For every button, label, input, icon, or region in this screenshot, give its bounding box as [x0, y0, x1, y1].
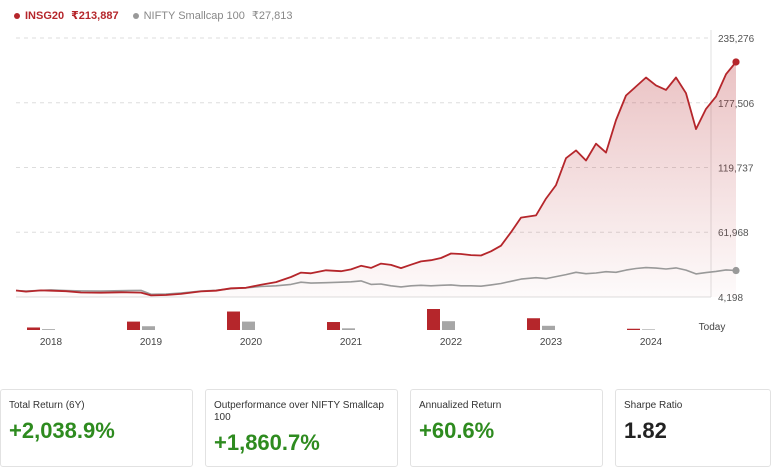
insg20-line: [15, 61, 737, 297]
annual-bar-nifty: [142, 326, 155, 330]
stat-label: Annualized Return: [419, 400, 502, 411]
annual-bar-nifty: [542, 325, 555, 330]
stat-label: Total Return (6Y): [9, 400, 85, 411]
x-tick-label: 2021: [340, 337, 363, 345]
legend-name-insg20: INSG20: [25, 9, 65, 22]
stat-outperformance: Outperformance over NIFTY Smallcap 100 +…: [205, 389, 398, 467]
annual-bar-insg20: [427, 309, 440, 330]
stat-value: +60.6%: [419, 418, 495, 443]
annual-bar-insg20: [327, 322, 340, 330]
legend-value-nifty: ₹27,813: [251, 10, 293, 22]
stat-total-return: Total Return (6Y) +2,038.9%: [0, 389, 193, 467]
x-tick-label: 2019: [140, 337, 163, 345]
stat-value: +1,860.7%: [214, 430, 320, 455]
legend-item-insg20[interactable]: INSG20 ₹213,887: [14, 9, 119, 22]
annual-bar-insg20: [227, 311, 240, 330]
x-tick-label: 2022: [440, 337, 463, 345]
nifty-end-point: [732, 266, 740, 275]
annual-bar-insg20: [27, 327, 40, 330]
annual-bar-nifty: [642, 329, 655, 330]
insg20-area: [16, 62, 736, 297]
annual-bar-nifty: [342, 328, 355, 330]
insg20-end-point: [732, 58, 740, 66]
stat-value: +2,038.9%: [9, 418, 115, 443]
x-tick-label: 2024: [640, 337, 663, 345]
stat-label: Outperformance over NIFTY Smallcap 100: [214, 400, 384, 423]
performance-chart: 235,276177,506119,73761,9684,19820182019…: [15, 30, 755, 345]
legend-name-nifty: NIFTY Smallcap 100: [143, 9, 245, 22]
stat-annualized-return: Annualized Return +60.6%: [410, 389, 603, 467]
x-tick-label: Today: [699, 322, 726, 333]
legend-dot-nifty: [132, 12, 139, 19]
legend-item-nifty[interactable]: NIFTY Smallcap 100 ₹27,813: [132, 9, 293, 22]
y-tick-label: 177,506: [718, 99, 755, 110]
annual-bar-insg20: [627, 328, 640, 330]
legend-value-insg20: ₹213,887: [71, 10, 119, 22]
y-tick-label: 235,276: [718, 34, 755, 45]
annual-bar-nifty: [42, 329, 55, 330]
y-tick-label: 4,198: [718, 293, 743, 304]
x-tick-label: 2023: [540, 337, 563, 345]
stat-value: 1.82: [624, 418, 667, 443]
chart-legend: INSG20 ₹213,887 NIFTY Smallcap 100 ₹27,8…: [14, 9, 293, 22]
stat-label: Sharpe Ratio: [624, 400, 683, 411]
stat-sharpe-ratio: Sharpe Ratio 1.82: [615, 389, 771, 467]
annual-bar-insg20: [127, 321, 140, 330]
stats-row: Total Return (6Y) +2,038.9% Outperforman…: [0, 389, 771, 467]
annual-bar-nifty: [442, 321, 455, 330]
x-tick-label: 2020: [240, 337, 263, 345]
x-tick-label: 2018: [40, 337, 63, 345]
annual-bar-nifty: [242, 321, 255, 330]
annual-bar-insg20: [527, 318, 540, 330]
legend-dot-insg20: [14, 12, 20, 19]
